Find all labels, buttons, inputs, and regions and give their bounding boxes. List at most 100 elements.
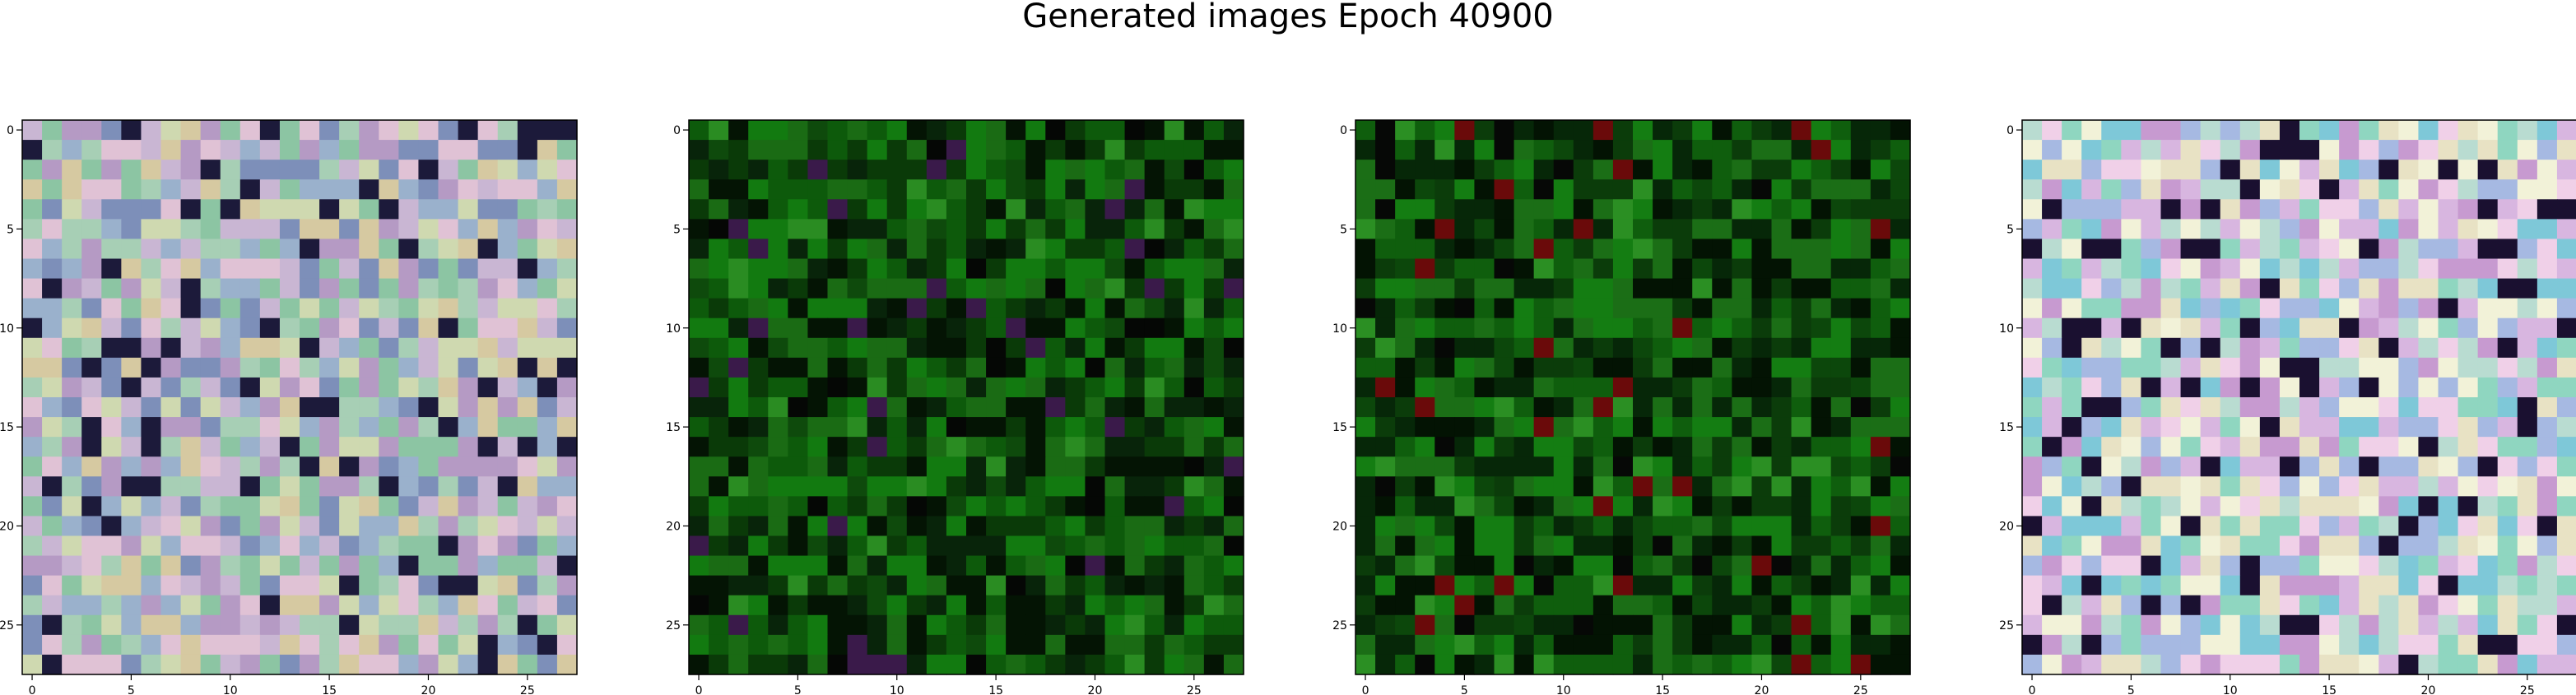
pixel [966, 397, 987, 418]
pixel [1633, 160, 1653, 180]
pixel [1712, 397, 1732, 418]
pixel [1223, 437, 1244, 457]
pixel [1830, 496, 1852, 517]
pixel [259, 397, 281, 418]
pixel [477, 120, 499, 141]
pixel [2378, 179, 2399, 200]
pixel [1164, 357, 1185, 378]
pixel [2259, 278, 2281, 299]
pixel [768, 160, 788, 180]
pixel [1045, 357, 1066, 378]
pixel [1712, 437, 1732, 457]
pixel [22, 179, 43, 200]
pixel [2200, 258, 2221, 280]
pixel [2220, 496, 2241, 517]
pixel [748, 595, 769, 616]
x-tick-label: 0 [2029, 684, 2036, 695]
pixel [1144, 140, 1165, 160]
pixel [2081, 239, 2102, 260]
pixel [2081, 437, 2102, 457]
pixel [379, 317, 399, 339]
x-tick-label: 5 [128, 684, 135, 695]
pixel [220, 337, 241, 359]
pixel [2239, 140, 2261, 160]
pixel [379, 595, 399, 616]
pixel [1144, 377, 1165, 398]
pixel [1223, 278, 1244, 299]
pixel [2497, 239, 2518, 260]
pixel [1672, 654, 1693, 675]
pixel [827, 278, 849, 299]
pixel [2022, 160, 2043, 180]
pixel [477, 535, 499, 557]
pixel [1144, 575, 1165, 596]
pixel [2180, 437, 2202, 457]
pixel [1533, 239, 1555, 260]
pixel [101, 456, 122, 477]
pixel [2101, 476, 2122, 497]
pixel [2536, 278, 2558, 299]
pixel [1811, 456, 1832, 477]
pixel [827, 614, 849, 636]
pixel [748, 239, 769, 260]
pixel [1395, 516, 1416, 537]
pixel [2220, 456, 2241, 477]
pixel [2398, 258, 2420, 280]
pixel [926, 595, 947, 616]
pixel [279, 654, 300, 675]
pixel [2517, 357, 2538, 378]
pixel [807, 120, 829, 141]
pixel [101, 317, 122, 339]
pixel [2556, 496, 2576, 517]
pixel [556, 357, 578, 378]
pixel [2081, 278, 2102, 299]
pixel [1355, 476, 1376, 497]
pixel [200, 199, 221, 220]
pixel [906, 120, 928, 141]
pixel [2477, 417, 2499, 438]
pixel [2160, 298, 2182, 319]
pixel [1830, 298, 1852, 319]
pixel [946, 199, 967, 220]
pixel [2556, 278, 2576, 299]
pixel [1025, 397, 1046, 418]
pixel [2180, 397, 2202, 418]
pixel [906, 654, 928, 675]
pixel [379, 476, 399, 497]
pixel [709, 535, 729, 557]
pixel [200, 595, 221, 616]
pixel [259, 258, 281, 280]
pixel [1890, 595, 1911, 616]
pixel [141, 575, 162, 596]
pixel [121, 397, 142, 418]
pixel [1890, 437, 1911, 457]
pixel [768, 140, 788, 160]
pixel [1415, 179, 1435, 200]
pixel [1553, 258, 1574, 280]
pixel [807, 575, 829, 596]
pixel [728, 199, 749, 220]
pixel [2418, 140, 2439, 160]
pixel [1593, 397, 1614, 418]
pixel [121, 476, 142, 497]
pixel [2319, 634, 2340, 656]
pixel [1692, 397, 1713, 418]
pixel [1065, 476, 1086, 497]
pixel [220, 654, 241, 675]
pixel [2536, 160, 2558, 180]
pixel [42, 535, 63, 557]
pixel [2101, 535, 2122, 557]
pixel [438, 476, 459, 497]
pixel [847, 496, 868, 517]
pixel [886, 614, 908, 636]
pixel [339, 456, 360, 477]
pixel [1025, 555, 1046, 577]
pixel [2457, 298, 2479, 319]
pixel [1395, 179, 1416, 200]
pixel [2556, 258, 2576, 280]
pixel [1553, 160, 1574, 180]
pixel [986, 298, 1007, 319]
pixel [2160, 555, 2182, 577]
pixel [180, 278, 202, 299]
